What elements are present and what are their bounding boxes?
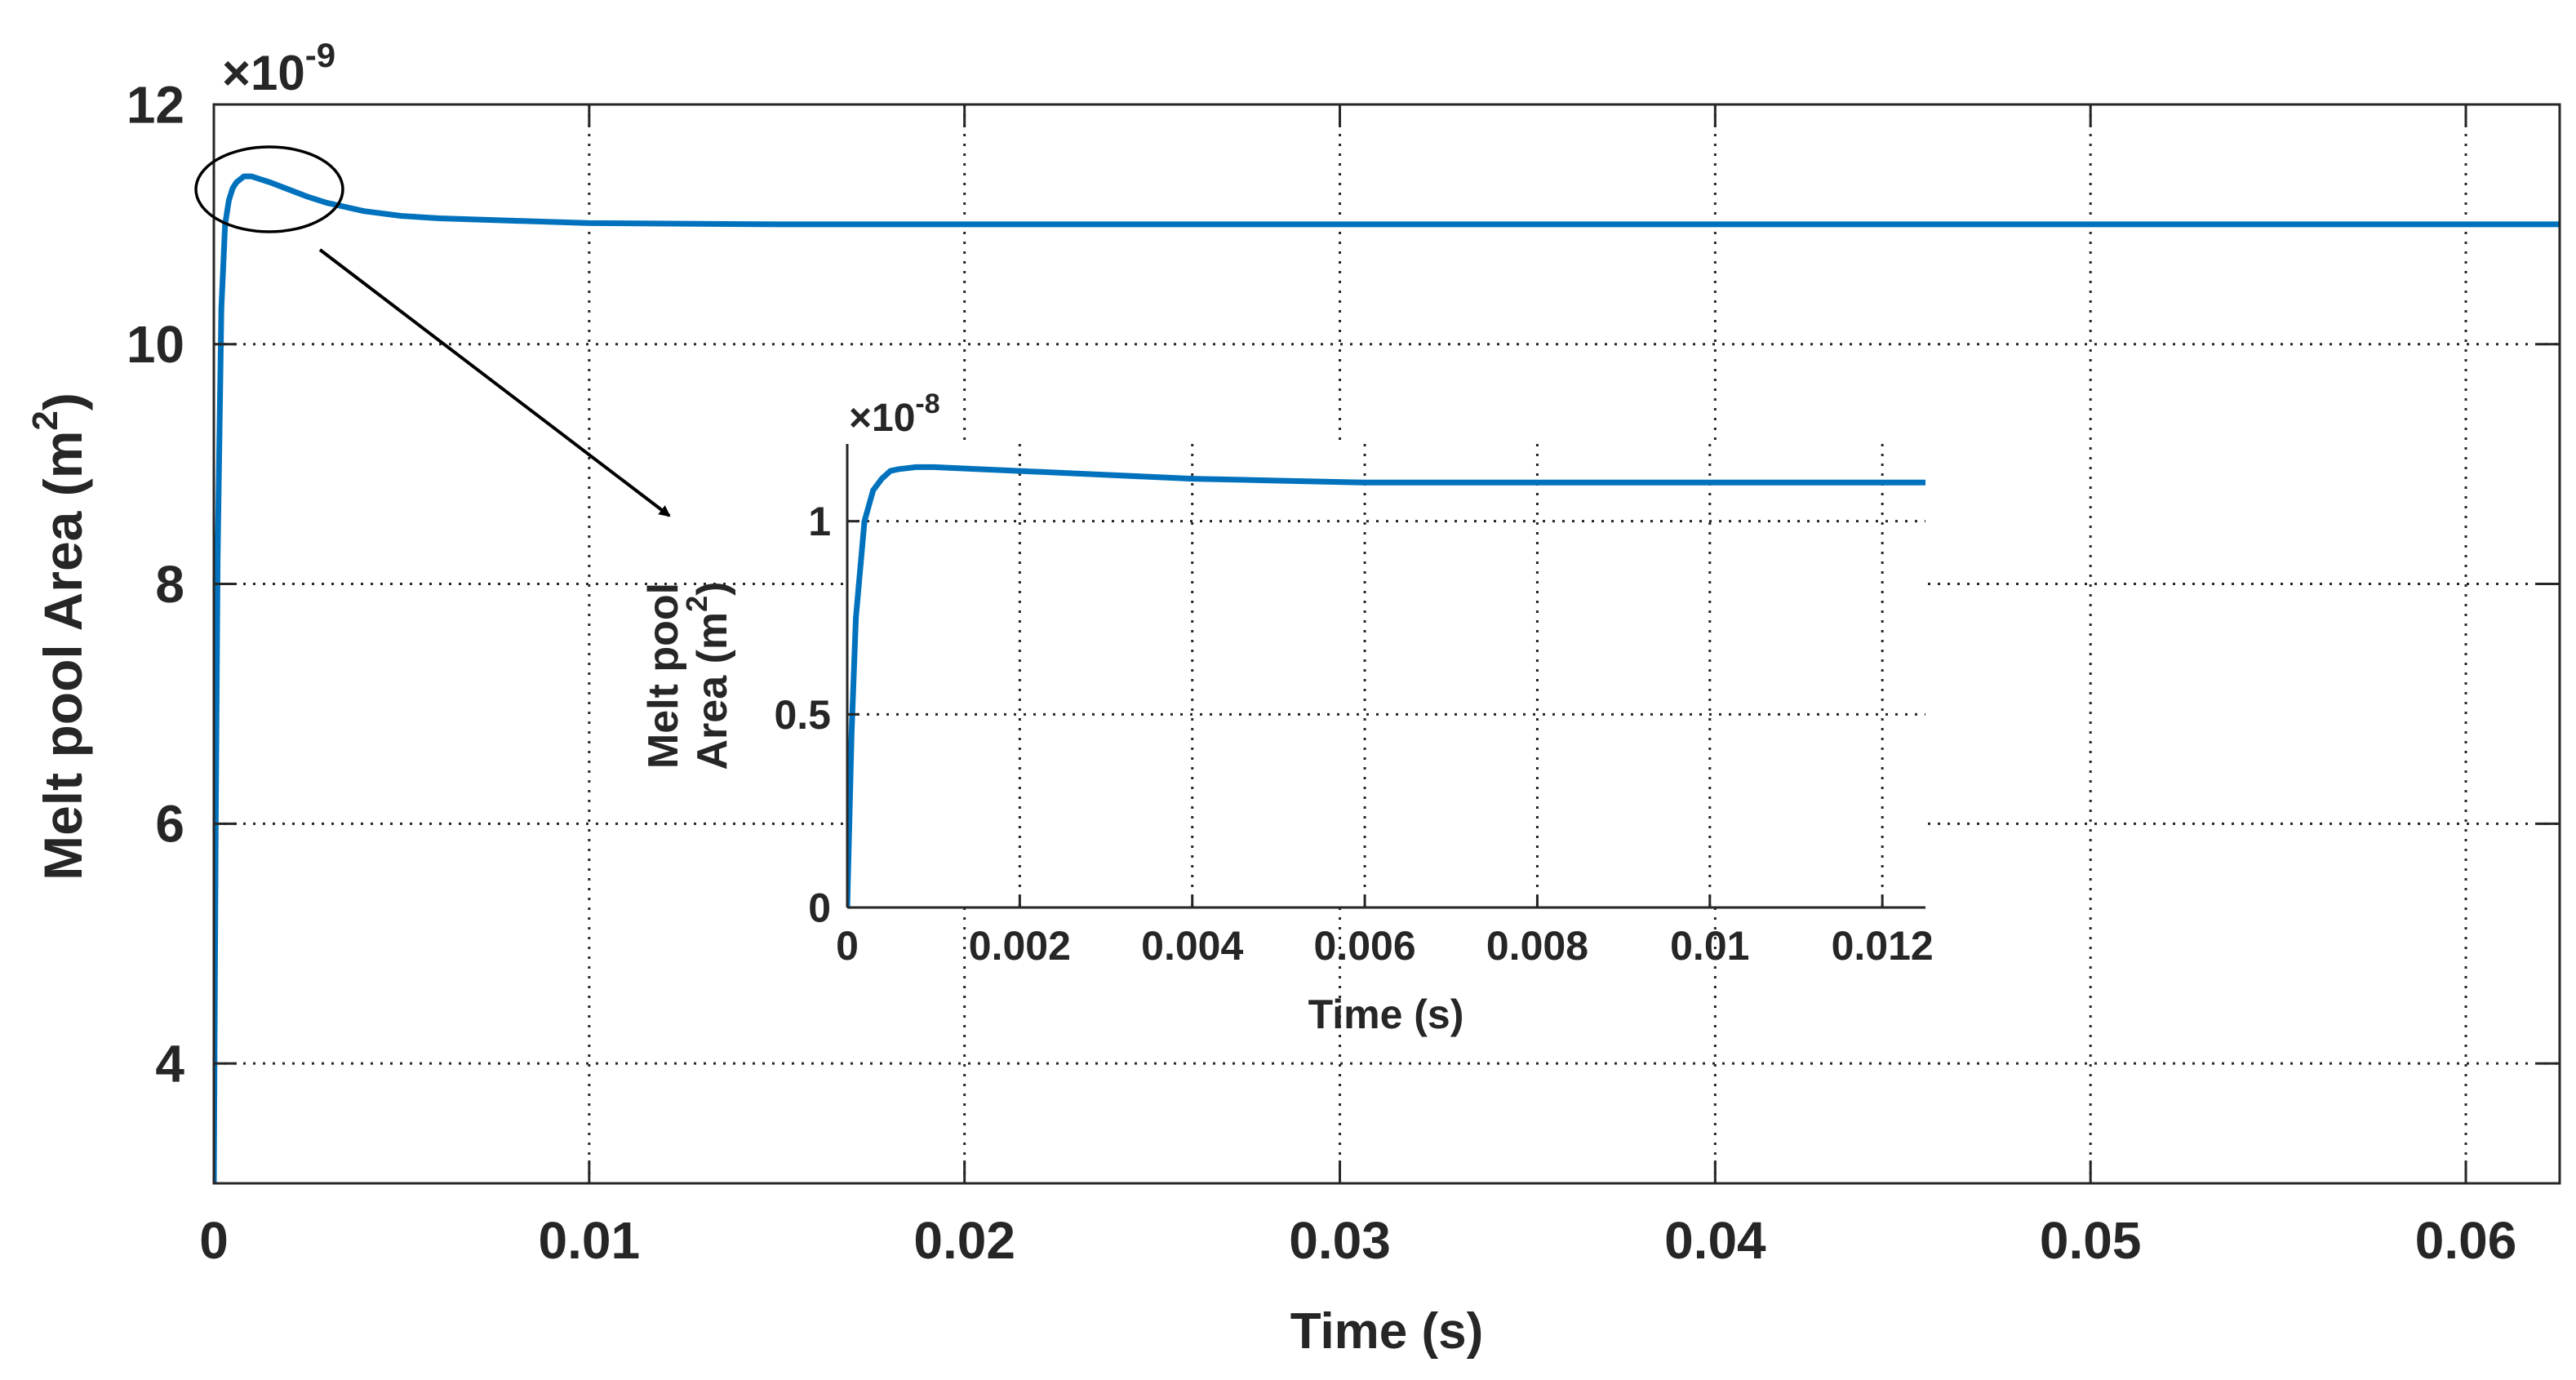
main-x-tick-label: 0.06 — [2415, 1211, 2517, 1270]
inset-grid — [847, 444, 1925, 907]
inset-ticks — [846, 520, 1884, 909]
inset-plot-area — [847, 444, 1925, 907]
inset-x-tick-label: 0.006 — [1314, 923, 1416, 969]
main-data-line — [214, 173, 2560, 1183]
main-y-tick-label: 8 — [155, 555, 184, 614]
main-x-tick-label: 0.03 — [1289, 1211, 1391, 1270]
main-x-tick-label: 0.05 — [2040, 1211, 2142, 1270]
main-y-tick-label: 10 — [127, 315, 184, 374]
main-x-tick-label: 0.02 — [913, 1211, 1015, 1270]
inset-y-tick-label: 1 — [808, 499, 831, 544]
main-y-tick-label: 12 — [127, 75, 184, 134]
main-y-tick-label: 6 — [155, 795, 184, 854]
inset-x-tick-label: 0 — [836, 923, 859, 969]
inset-chart: 0 0.002 0.004 0.006 0.008 0.01 0.012 00.51 ×10… — [640, 388, 1934, 1037]
inset-y-tick-labels: 00.51 — [774, 499, 831, 930]
inset-data-line — [847, 464, 1925, 907]
inset-x-tick-labels: 0 0.002 0.004 0.006 0.008 0.01 0.012 — [836, 923, 1934, 969]
inset-x-tick-label: 0.01 — [1670, 923, 1749, 969]
inset-y-tick-label: 0 — [808, 885, 831, 931]
main-x-axis-label: Time (s) — [1290, 1303, 1484, 1360]
inset-y-axis-label-line1: Melt pool — [640, 583, 687, 769]
inset-y-axis-label: Melt pool Area (m2) — [640, 582, 736, 770]
main-ticks — [212, 103, 2560, 1183]
inset-x-tick-label: 0.002 — [969, 923, 1071, 969]
inset-exponent-label: ×10-8 — [849, 388, 940, 440]
main-y-axis-label: Melt pool Area (m2) — [25, 393, 93, 881]
inset-x-tick-label: 0.008 — [1486, 923, 1588, 969]
inset-x-tick-label: 0.012 — [1832, 923, 1934, 969]
main-exponent-label: ×10-9 — [222, 36, 335, 100]
main-axes-box — [212, 103, 2561, 1185]
inset-y-tick-label: 0.5 — [774, 692, 831, 738]
inset-x-axis-label: Time (s) — [1308, 992, 1464, 1037]
main-y-tick-labels: 4 6 8 10 12 — [127, 75, 185, 1093]
main-x-tick-label: 0.01 — [539, 1211, 641, 1270]
inset-x-tick-label: 0.004 — [1141, 923, 1243, 969]
inset-y-axis-label-line2: Area (m2) — [680, 582, 736, 770]
main-x-tick-labels: 0 0.01 0.02 0.03 0.04 0.05 0.06 — [199, 1211, 2516, 1270]
zoom-arrow — [318, 248, 671, 517]
peak-highlight-ellipse — [194, 145, 344, 233]
main-x-tick-label: 0.04 — [1664, 1211, 1766, 1270]
main-x-tick-label: 0 — [199, 1211, 229, 1270]
main-y-tick-label: 4 — [155, 1035, 184, 1094]
